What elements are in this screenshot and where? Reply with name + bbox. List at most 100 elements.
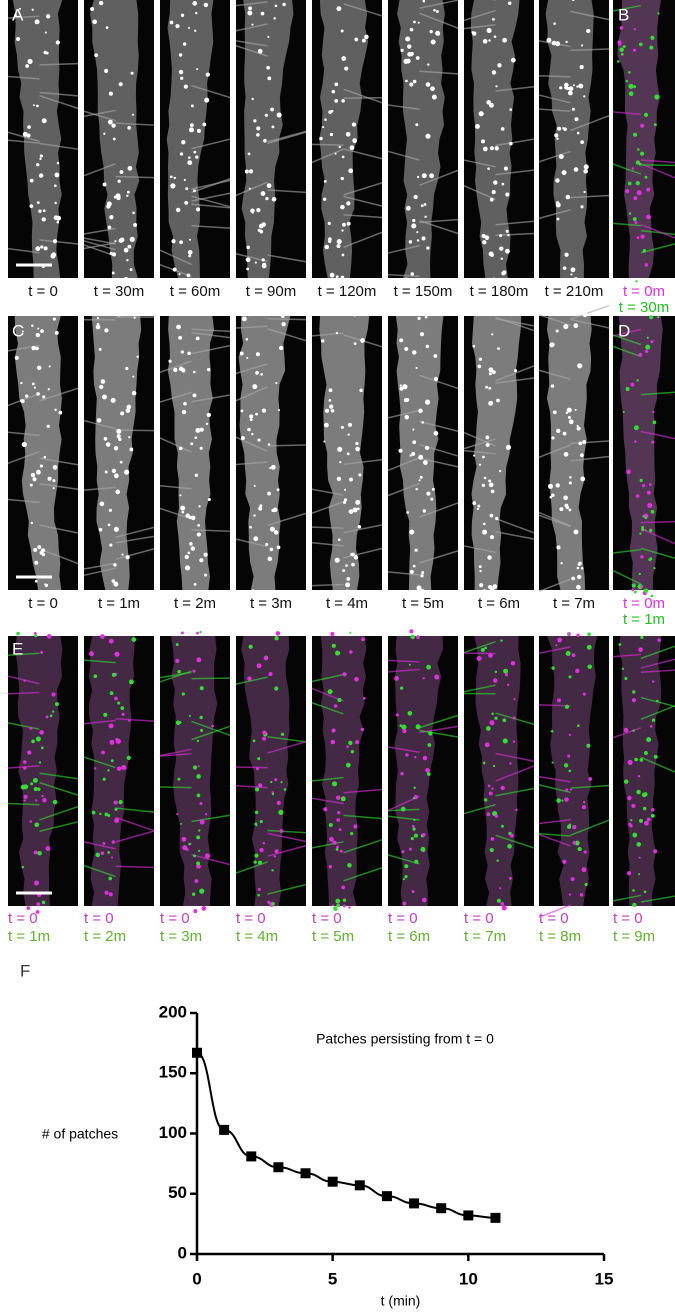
patch-spot: [553, 411, 557, 415]
patch-spot: [105, 891, 109, 895]
patch-spot: [249, 188, 251, 190]
patch-spot: [41, 795, 43, 797]
patch-spot: [332, 644, 336, 648]
patch-spot: [636, 842, 641, 847]
patch-spot: [632, 729, 634, 731]
patch-spot: [195, 474, 198, 477]
patch-spot: [40, 464, 43, 467]
patch-spot: [354, 342, 357, 345]
patch-spot: [257, 894, 260, 897]
patch-spot: [278, 409, 280, 411]
patch-spot: [488, 784, 491, 787]
patch-spot: [633, 196, 637, 200]
patch-spot: [636, 379, 638, 381]
patch-spot: [194, 879, 198, 883]
patch-spot: [631, 383, 635, 387]
patch-spot: [485, 386, 488, 389]
patch-spot: [576, 585, 581, 590]
patch-spot: [574, 167, 579, 172]
patch-spot: [109, 639, 114, 644]
patch-spot: [488, 653, 493, 658]
patch-spot: [620, 26, 624, 30]
patch-spot: [574, 277, 578, 281]
patch-spot: [484, 477, 487, 480]
patch-spot: [649, 46, 653, 50]
patch-spot: [511, 58, 516, 63]
patch-spot: [31, 346, 35, 350]
patch-spot: [641, 526, 644, 529]
patch-spot: [491, 837, 495, 841]
patch-spot: [573, 323, 578, 328]
patch-spot: [433, 9, 436, 12]
patch-spot: [556, 545, 560, 549]
patch-spot: [120, 238, 125, 243]
patch-spot: [434, 354, 438, 358]
time-label: t = 180m: [470, 283, 529, 300]
patch-spot: [328, 239, 331, 242]
data-point: [246, 1151, 256, 1161]
patch-spot: [180, 77, 183, 80]
patch-spot: [652, 421, 656, 425]
patch-spot: [46, 14, 50, 18]
patch-spot: [429, 173, 434, 178]
time-label: t = 0: [312, 910, 342, 927]
patch-spot: [586, 744, 590, 748]
patch-spot: [256, 208, 260, 212]
patch-spot: [481, 139, 485, 143]
patch-spot: [411, 837, 414, 840]
patch-spot: [619, 643, 622, 646]
patch-spot: [197, 129, 201, 133]
patch-spot: [491, 333, 493, 335]
patch-spot: [410, 635, 415, 640]
patch-spot: [567, 633, 569, 635]
patch-spot: [104, 437, 108, 441]
patch-spot: [409, 629, 413, 633]
patch-spot: [414, 787, 416, 789]
patch-spot: [47, 634, 52, 639]
patch-spot: [653, 567, 655, 569]
patch-spot: [51, 692, 55, 696]
patch-spot: [490, 198, 494, 202]
patch-spot: [481, 648, 485, 652]
patch-spot: [281, 314, 285, 318]
panel-letter: C: [12, 321, 24, 340]
patch-spot: [40, 651, 43, 654]
patch-spot: [104, 328, 108, 332]
patch-spot: [324, 118, 327, 121]
patch-spot: [34, 632, 37, 635]
patch-spot: [325, 409, 329, 413]
patch-spot: [434, 377, 438, 381]
patch-spot: [571, 267, 576, 272]
patch-spot: [188, 250, 193, 255]
patch-spot: [116, 429, 121, 434]
patch-spot: [477, 656, 482, 661]
patch-spot: [128, 436, 130, 438]
patch-spot: [346, 132, 351, 137]
patch-spot: [471, 31, 473, 33]
patch-spot: [256, 352, 260, 356]
patch-spot: [247, 428, 250, 431]
patch-spot: [254, 854, 258, 858]
patch-spot: [341, 276, 345, 280]
panel-letter: D: [618, 321, 630, 340]
patch-spot: [282, 3, 285, 6]
patch-spot: [196, 657, 201, 662]
patch-spot: [626, 469, 631, 474]
patch-spot: [351, 563, 355, 567]
patch-spot: [632, 690, 635, 693]
patch-spot: [400, 772, 403, 775]
patch-spot: [482, 240, 486, 244]
patch-spot: [559, 507, 563, 511]
patch-spot: [114, 801, 118, 805]
patch-spot: [492, 370, 496, 374]
patch-spot: [567, 825, 571, 829]
patch-spot: [404, 864, 408, 868]
patch-spot: [182, 845, 187, 850]
patch-spot: [355, 447, 360, 452]
patch-spot: [405, 398, 409, 402]
patch-spot: [479, 358, 482, 361]
x-tick-label: 0: [192, 1269, 201, 1288]
patch-spot: [36, 470, 41, 475]
patch-spot: [576, 634, 579, 637]
patch-spot: [31, 522, 33, 524]
